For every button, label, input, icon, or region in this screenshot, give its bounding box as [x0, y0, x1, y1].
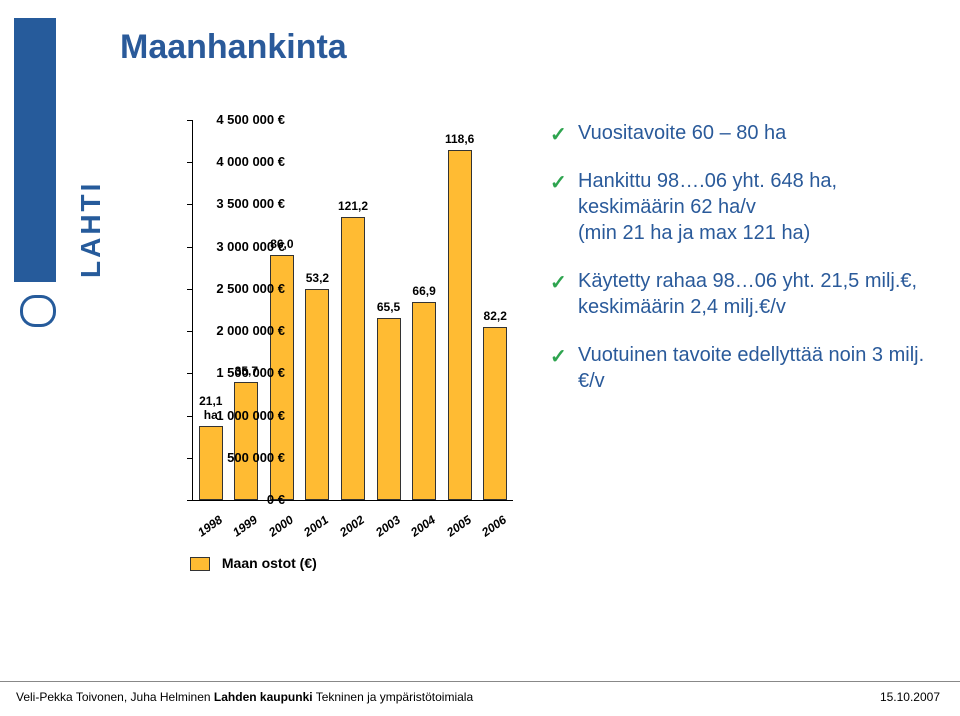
chart-y-label: 0 €: [185, 492, 285, 507]
chart-x-label: 2003: [370, 511, 406, 542]
chart-bar: [234, 382, 258, 500]
chart-bar: [377, 318, 401, 500]
bullet-list: ✓ Vuositavoite 60 – 80 ha ✓ Hankittu 98….06…: [550, 120, 930, 416]
chart-x-label: 2005: [441, 511, 477, 542]
bullet-item: ✓ Käytetty rahaa 98…06 yht. 21,5 milj.€, …: [550, 268, 930, 320]
check-icon: ✓: [550, 344, 567, 370]
chart-bar-label: 82,2: [475, 309, 515, 323]
chart-y-label: 2 500 000 €: [185, 281, 285, 296]
chart-bar: [483, 327, 507, 500]
slide: LAHTI Maanhankinta 21,1 ha199835,7199986…: [0, 0, 960, 716]
chart-x-label: 2004: [405, 511, 441, 542]
chart-y-label: 2 000 000 €: [185, 323, 285, 338]
footer-date: 15.10.2007: [880, 690, 940, 704]
chart-y-label: 3 500 000 €: [185, 196, 285, 211]
chart-y-label: 1 000 000 €: [185, 408, 285, 423]
footer-authors: Veli-Pekka Toivonen, Juha Helminen: [16, 690, 214, 704]
logo-crest-icon: [20, 310, 56, 327]
page-title: Maanhankinta: [120, 28, 347, 67]
chart-y-label: 1 500 000 €: [185, 365, 285, 380]
chart-bar-label: 66,9: [404, 284, 444, 298]
bullet-text: Käytetty rahaa 98…06 yht. 21,5 milj.€, k…: [578, 270, 917, 318]
bar-chart: 21,1 ha199835,7199986,0200053,22001121,2…: [110, 120, 530, 550]
chart-x-label: 2002: [334, 511, 370, 542]
bullet-item: ✓ Vuotuinen tavoite edellyttää noin 3 mil…: [550, 342, 930, 394]
check-icon: ✓: [550, 170, 567, 196]
check-icon: ✓: [550, 270, 567, 296]
chart-x-label: 1999: [227, 511, 263, 542]
chart-x-label: 1998: [192, 511, 228, 542]
chart-y-label: 4 500 000 €: [185, 112, 285, 127]
footer-left: Veli-Pekka Toivonen, Juha Helminen Lahde…: [16, 690, 473, 704]
chart-x-label: 2001: [298, 511, 334, 542]
chart-bar-label: 118,6: [440, 132, 480, 146]
chart-plot-area: 21,1 ha199835,7199986,0200053,22001121,2…: [192, 120, 513, 501]
bullet-item: ✓ Vuositavoite 60 – 80 ha: [550, 120, 930, 146]
chart-bar-label: 65,5: [369, 300, 409, 314]
check-icon: ✓: [550, 122, 567, 148]
chart-x-label: 2006: [476, 511, 512, 542]
bullet-text: Hankittu 98….06 yht. 648 ha, keskimäärin…: [578, 170, 837, 244]
chart-bar-label: 53,2: [297, 271, 337, 285]
logo-block: [14, 18, 56, 282]
chart-y-label: 3 000 000 €: [185, 239, 285, 254]
footer: Veli-Pekka Toivonen, Juha Helminen Lahde…: [0, 681, 960, 716]
chart-bar: [305, 289, 329, 500]
chart-x-label: 2000: [263, 511, 299, 542]
chart-y-label: 4 000 000 €: [185, 154, 285, 169]
bullet-text: Vuotuinen tavoite edellyttää noin 3 milj…: [578, 344, 924, 392]
chart-bar: [341, 217, 365, 500]
bullet-text: Vuositavoite 60 – 80 ha: [578, 122, 786, 144]
chart-bar: [448, 150, 472, 500]
logo-strip: LAHTI: [0, 0, 90, 716]
logo-text: LAHTI: [75, 181, 107, 278]
chart-bars: 21,1 ha199835,7199986,0200053,22001121,2…: [193, 120, 513, 500]
chart-bar: [412, 302, 436, 500]
chart-legend: Maan ostot (€): [190, 555, 317, 571]
legend-swatch-icon: [190, 557, 210, 571]
chart-y-label: 500 000 €: [185, 450, 285, 465]
footer-dept: Tekninen ja ympäristötoimiala: [313, 690, 474, 704]
footer-org: Lahden kaupunki: [214, 690, 313, 704]
legend-label: Maan ostot (€): [222, 555, 317, 571]
bullet-item: ✓ Hankittu 98….06 yht. 648 ha, keskimääri…: [550, 168, 930, 246]
chart-bar-label: 121,2: [333, 199, 373, 213]
